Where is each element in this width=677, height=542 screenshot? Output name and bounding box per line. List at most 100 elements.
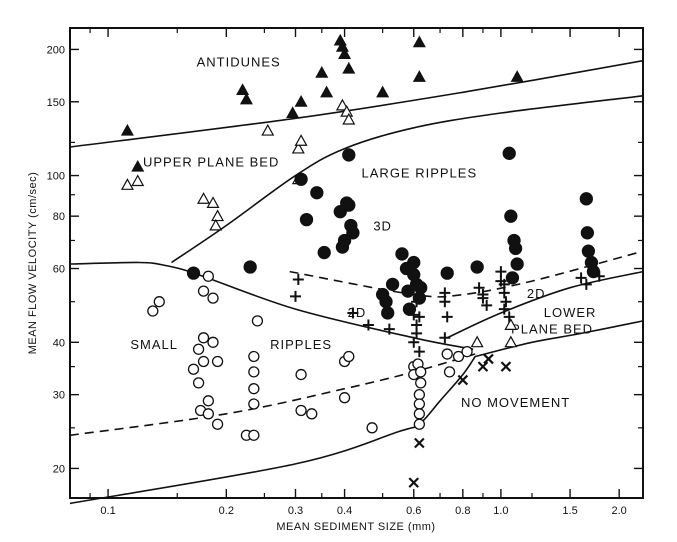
axis-tick-labels: 0.1 0.2 0.3 0.4 0.6 0.8 1.0 1.5 2.0 20 30 40 60 80 100… [47, 44, 627, 517]
filled-circle-point [381, 306, 395, 320]
open-circle-point [415, 366, 427, 378]
filled-circle-point [379, 295, 393, 309]
open-circle-point [366, 422, 378, 434]
plus-point [593, 270, 605, 282]
plus-point [408, 309, 420, 321]
open-circle-point [211, 355, 224, 368]
plus-point [439, 296, 451, 308]
open-circle-point [251, 315, 264, 327]
open-triangle-point [342, 112, 356, 125]
open-circle-point [211, 418, 224, 430]
cross-point [414, 437, 425, 449]
open-triangle-point [206, 196, 220, 209]
filled-circle-point [505, 271, 520, 285]
boundary-line-7 [69, 353, 476, 437]
x-tick-label: 2.0 [612, 505, 627, 517]
filled-triangle-point [236, 83, 250, 96]
plus-point [477, 292, 489, 304]
filled-triangle-point [320, 85, 334, 98]
y-axis-title: MEAN FLOW VELOCITY (cm/sec) [27, 172, 39, 355]
boundary-line-8 [289, 250, 644, 298]
filled-circle-point [243, 260, 257, 274]
plus-point [413, 346, 425, 358]
filled-triangle-point [342, 61, 356, 74]
region-label: 3D [373, 218, 392, 233]
x-tick-label: 0.4 [337, 505, 352, 517]
open-circle-point [413, 418, 425, 430]
y-tick-label: 40 [53, 337, 65, 349]
x-tick-label: 1.5 [562, 505, 577, 517]
filled-circle-point [407, 255, 421, 270]
filled-circle-point [395, 247, 409, 261]
region-label: UPPER PLANE BED [143, 155, 279, 170]
open-circle-point [413, 388, 425, 401]
filled-triangle-point [412, 35, 426, 48]
open-circle-point [202, 408, 214, 420]
open-circle-point [147, 305, 159, 317]
filled-circle-point [337, 233, 352, 248]
filled-circle-point [470, 260, 484, 274]
open-circle-point [197, 332, 210, 344]
filled-triangle-point [294, 95, 308, 107]
x-tick-label: 0.1 [100, 505, 115, 517]
open-circle-point [187, 363, 200, 375]
region-label: NO MOVEMENT [461, 395, 570, 410]
open-circle-point [207, 336, 219, 348]
filled-circle-point [186, 266, 201, 280]
open-circle-point [197, 285, 210, 297]
region-label: LARGE RIPPLES [362, 165, 478, 180]
filled-triangle-point [239, 92, 253, 105]
open-circle-point [452, 350, 465, 363]
plus-point [498, 287, 510, 299]
open-circle-point [207, 292, 219, 304]
region-labels: ANTIDUNES UPPER PLANE BED LARGE RIPPLES 3D 2… [130, 55, 595, 411]
filled-circle-point [294, 172, 308, 186]
filled-circle-point [342, 198, 356, 212]
open-triangle-point [335, 98, 349, 111]
filled-circle-point [317, 245, 331, 260]
boundary-line-1 [69, 59, 644, 148]
filled-circle-point [579, 192, 593, 206]
open-circle-point [338, 392, 351, 404]
region-label: SMALL [130, 337, 178, 352]
filled-circle-point [510, 257, 524, 271]
region-label: 2D [527, 286, 546, 301]
plus-point [411, 327, 423, 339]
x-tick-label: 1.0 [493, 505, 508, 517]
y-tick-label: 80 [53, 211, 65, 223]
filled-circle-point [581, 244, 596, 258]
region-label: RIPPLES [270, 337, 332, 352]
filled-circle-point [310, 186, 324, 200]
x-tick-label: 0.6 [406, 505, 421, 517]
x-tick-label: 0.2 [219, 505, 234, 517]
open-triangle-point [470, 335, 484, 348]
filled-circle-point [580, 226, 595, 240]
open-triangle-point [294, 134, 308, 146]
boundary-line-5 [475, 320, 644, 358]
plus-point [580, 278, 592, 290]
plus-point [473, 282, 485, 294]
filled-triangle-point [131, 159, 145, 172]
axis-ticks [70, 28, 643, 498]
open-circle-point [192, 377, 205, 389]
open-triangle-point [197, 192, 211, 204]
plus-point [383, 323, 395, 335]
open-circle-point [306, 408, 318, 420]
filled-circle-point [299, 212, 314, 227]
x-tick-label: 0.3 [288, 505, 303, 517]
filled-circle-point [440, 266, 454, 280]
plus-point [413, 311, 425, 323]
plot-frame [69, 27, 644, 499]
plus-point [289, 290, 301, 302]
plus-point [408, 336, 420, 348]
plus-point [292, 273, 304, 285]
plus-point [575, 272, 587, 284]
open-circle-point [413, 398, 425, 410]
open-triangle-point [211, 209, 225, 222]
filled-triangle-point [120, 123, 134, 136]
cross-point [483, 353, 494, 365]
open-triangle-point [131, 174, 145, 187]
y-tick-label: 200 [47, 44, 65, 56]
plus-point [408, 282, 420, 294]
open-triangle-point [340, 105, 354, 117]
